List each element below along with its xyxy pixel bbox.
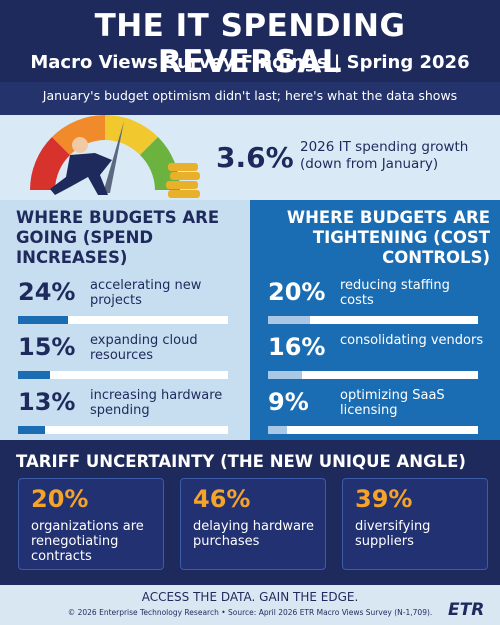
stat-item: 20% reducing staffing costs [268,278,483,330]
stat-text: optimizing SaaS licensing [340,388,445,418]
tightening-panel: WHERE BUDGETS ARE TIGHTENING (COST CONTR… [250,200,500,440]
bar-track [268,316,478,324]
card-text: delaying hardware purchases [193,519,314,549]
tagline: January's budget optimism didn't last; h… [0,82,500,115]
bar [268,316,310,324]
header: THE IT SPENDING REVERSAL Macro Views Sur… [0,0,500,82]
stat-item: 15% expanding cloud resources [18,333,233,385]
tariff-section: 20% organizations are renegotiating contr… [0,440,500,585]
bar [18,371,50,379]
stat-value: 24% [18,278,76,306]
stat-value: 16% [268,333,326,361]
bar-track [18,316,228,324]
stat-text: expanding cloud resources [90,333,198,363]
stat-item: 13% increasing hardware spending [18,388,233,440]
panel-title: WHERE BUDGETS ARE GOING (SPEND INCREASES… [16,208,220,267]
bar-track [268,371,478,379]
panel-title: WHERE BUDGETS ARE TIGHTENING (COST CONTR… [286,208,490,267]
tariff-card: 46% delaying hardware purchases [180,478,326,570]
stat-text: increasing hardware spending [90,388,223,418]
hero-text: 2026 IT spending growth (down from Janua… [300,139,469,172]
stat-text: reducing staffing costs [340,278,450,308]
card-value: 39% [355,485,413,513]
stat-item: 24% accelerating new projects [18,278,233,330]
footer-source: © 2026 Enterprise Technology Research • … [67,608,433,617]
tariff-card: 20% organizations are renegotiating contr… [18,478,164,570]
tariff-title: TARIFF UNCERTAINTY (THE NEW UNIQUE ANGLE… [16,452,466,471]
bar [18,426,46,434]
subtitle: Macro Views Survey Findings | Spring 202… [30,52,470,73]
stat-value: 15% [18,333,76,361]
title: THE IT SPENDING REVERSAL [94,8,406,80]
bar-track [18,426,228,434]
stat-value: 13% [18,388,76,416]
bar [268,426,287,434]
hero [0,115,500,200]
hero-stat: 3.6% [216,141,294,174]
gauge-illustration [30,115,200,198]
stat-text: consolidating vendors [340,333,484,348]
tariff-card: 39% diversifying suppliers [342,478,488,570]
card-value: 20% [31,485,89,513]
stat-value: 20% [268,278,326,306]
footer: ACCESS THE DATA. GAIN THE EDGE. © 2026 E… [0,585,500,625]
bar [268,371,302,379]
bar-track [18,371,228,379]
logo: ETR [448,600,485,620]
footer-tagline: ACCESS THE DATA. GAIN THE EDGE. [141,590,359,604]
bar [18,316,69,324]
stat-item: 9% optimizing SaaS licensing [268,388,483,440]
card-value: 46% [193,485,251,513]
card-text: organizations are renegotiating contract… [31,519,144,564]
increases-panel: WHERE BUDGETS ARE GOING (SPEND INCREASES… [0,200,250,440]
stat-value: 9% [268,388,309,416]
stat-item: 16% consolidating vendors [268,333,483,385]
stat-text: accelerating new projects [90,278,202,308]
card-text: diversifying suppliers [355,519,431,549]
bar-track [268,426,478,434]
